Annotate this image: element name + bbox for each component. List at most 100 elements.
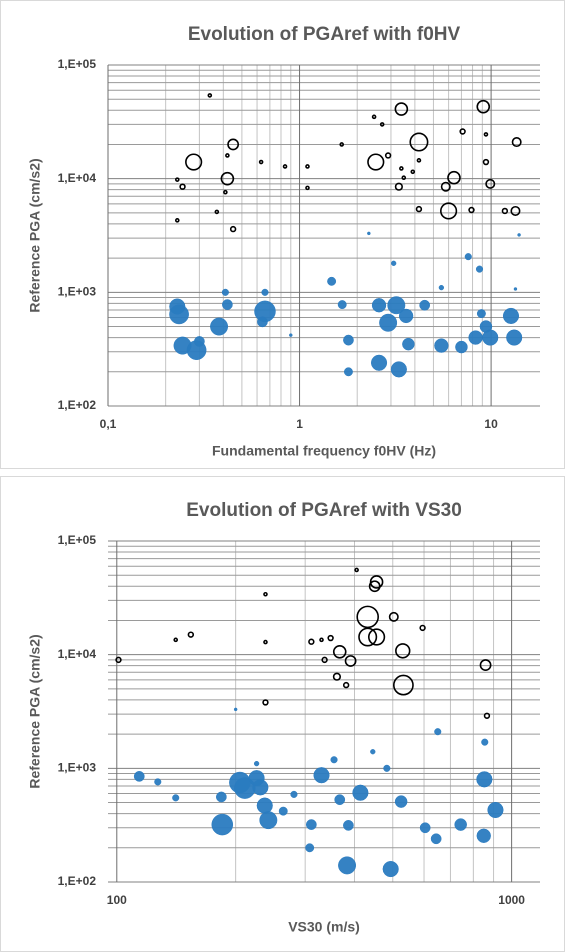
- bubble: [481, 738, 489, 746]
- bubble: [388, 611, 399, 622]
- bubble: [313, 767, 330, 784]
- bubble: [179, 183, 186, 190]
- bubble: [394, 182, 403, 191]
- y-tick-label: 1,E+04: [58, 647, 97, 661]
- bubble: [220, 171, 235, 186]
- bubble: [369, 575, 384, 589]
- bubble: [479, 659, 492, 671]
- bubble: [483, 712, 491, 719]
- bubble: [402, 337, 415, 351]
- bubble: [343, 820, 354, 831]
- bubble: [434, 338, 449, 353]
- bubble: [263, 591, 268, 597]
- bubble: [290, 790, 298, 798]
- bubble: [440, 202, 458, 220]
- bubble: [305, 843, 315, 853]
- bubble: [256, 797, 273, 814]
- bubble: [289, 333, 293, 337]
- bubble: [393, 674, 414, 696]
- bubble: [319, 637, 324, 643]
- bubble: [330, 756, 338, 764]
- bubble: [487, 801, 504, 819]
- bubble: [459, 128, 466, 135]
- bubble: [308, 638, 315, 645]
- bubble: [476, 309, 486, 319]
- bubble: [370, 354, 388, 371]
- bubble: [305, 185, 310, 191]
- bubble: [440, 181, 451, 192]
- bubble: [257, 316, 268, 328]
- bubble: [409, 132, 429, 152]
- bubble: [394, 795, 408, 808]
- x-axis-title: VS30 (m/s): [288, 919, 360, 935]
- bubble: [419, 299, 431, 311]
- bubble: [379, 122, 385, 127]
- bubble: [368, 580, 381, 593]
- bubble: [339, 142, 345, 147]
- bubble: [384, 152, 392, 159]
- bubble: [221, 288, 229, 296]
- bubble: [222, 299, 233, 310]
- bubble: [321, 656, 328, 664]
- bubble: [259, 811, 278, 830]
- bubble: [305, 819, 317, 830]
- bubble: [476, 771, 493, 788]
- bubble: [370, 749, 376, 755]
- bubble: [475, 265, 484, 273]
- bubble: [455, 340, 468, 354]
- bubble: [502, 307, 520, 324]
- bubble: [210, 317, 229, 336]
- bubble: [334, 794, 346, 806]
- y-tick-label: 1,E+05: [58, 57, 97, 71]
- bubble: [482, 158, 490, 166]
- bubble: [211, 813, 234, 836]
- bubble: [468, 330, 483, 345]
- y-tick-label: 1,E+03: [58, 285, 97, 299]
- bubble: [434, 728, 442, 736]
- y-tick-label: 1,E+02: [58, 874, 97, 888]
- bubble: [194, 336, 205, 347]
- bubble: [517, 233, 521, 237]
- bubble: [513, 287, 518, 291]
- chart-frame: [0, 0, 565, 469]
- bubble: [367, 231, 371, 236]
- bubble: [371, 114, 377, 120]
- bubble: [343, 334, 354, 346]
- x-tick-label: 1: [296, 417, 303, 431]
- bubble: [352, 784, 369, 801]
- bubble: [223, 189, 228, 195]
- bubble: [278, 806, 288, 816]
- bubble: [358, 627, 378, 647]
- bubble: [154, 778, 162, 786]
- bubble: [258, 159, 264, 165]
- bubble: [343, 367, 353, 377]
- bubble: [169, 304, 189, 325]
- bubble: [391, 260, 397, 266]
- bubble: [214, 209, 220, 215]
- bubble: [454, 818, 467, 831]
- bubble: [415, 205, 423, 213]
- bubble: [371, 298, 387, 313]
- bubble: [337, 300, 347, 310]
- bubble: [511, 137, 522, 148]
- bubble: [187, 631, 195, 638]
- y-axis-title: Reference PGA (cm/s2): [27, 634, 43, 788]
- bubble: [342, 681, 350, 689]
- bubble: [464, 253, 472, 261]
- y-tick-label: 1,E+03: [58, 761, 97, 775]
- bubble: [185, 153, 203, 171]
- bubble: [485, 178, 496, 189]
- y-tick-label: 1,E+05: [58, 533, 97, 547]
- bubble: [476, 828, 491, 843]
- chart-title: Evolution of PGAref with f0HV: [188, 24, 461, 45]
- bubble: [225, 153, 230, 158]
- y-tick-label: 1,E+02: [58, 398, 97, 412]
- bubble: [262, 699, 269, 706]
- y-axis-title: Reference PGA (cm/s2): [27, 158, 43, 312]
- bubble: [354, 567, 359, 573]
- bubble: [282, 164, 288, 169]
- bubble: [482, 329, 499, 346]
- bubble: [510, 205, 521, 216]
- bubble: [367, 628, 386, 646]
